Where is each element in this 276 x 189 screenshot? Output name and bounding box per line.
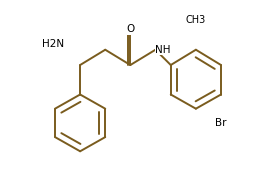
Text: CH3: CH3: [186, 15, 206, 25]
Text: H2N: H2N: [42, 39, 64, 49]
Text: O: O: [126, 24, 134, 34]
Text: Br: Br: [215, 118, 227, 128]
Text: NH: NH: [155, 45, 171, 55]
